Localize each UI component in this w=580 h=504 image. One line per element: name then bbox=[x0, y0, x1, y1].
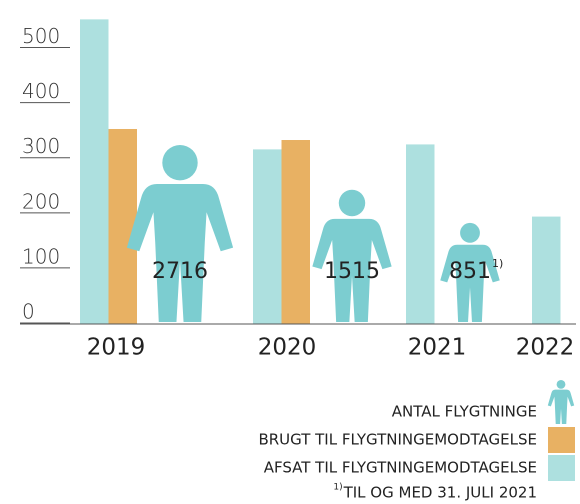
x-tick-label: 2020 bbox=[258, 335, 317, 361]
bar bbox=[108, 128, 137, 324]
x-tick-label: 2022 bbox=[516, 335, 575, 361]
y-tick-label: 100 bbox=[22, 244, 60, 268]
bar bbox=[406, 144, 435, 324]
legend-label: ANTAL FLYGTNINGE bbox=[392, 403, 537, 421]
bar bbox=[281, 140, 310, 324]
people-count: 2716 bbox=[152, 259, 208, 284]
y-tick-label: 300 bbox=[22, 134, 60, 158]
y-tick-label: 0 bbox=[22, 300, 35, 324]
footnote-marker: 1) bbox=[333, 483, 342, 493]
y-tick-label: 200 bbox=[22, 189, 60, 213]
y-tick-label: 500 bbox=[22, 24, 60, 48]
legend-label: AFSAT TIL FLYGTNINGEMODTAGELSE bbox=[264, 459, 537, 477]
person-head bbox=[556, 380, 566, 389]
legend-swatch bbox=[548, 427, 575, 453]
legend-label: BRUGT TIL FLYGTNINGEMODTAGELSE bbox=[258, 431, 537, 449]
people-count: 1515 bbox=[324, 259, 380, 284]
bar bbox=[253, 149, 282, 324]
person-body bbox=[312, 218, 392, 322]
bar bbox=[80, 19, 109, 325]
person-head bbox=[338, 189, 366, 217]
y-tick-label: 400 bbox=[22, 79, 60, 103]
x-tick-label: 2019 bbox=[87, 335, 146, 361]
person-icon bbox=[126, 145, 234, 322]
person-body bbox=[440, 244, 500, 322]
person-body bbox=[547, 389, 575, 424]
person-icon bbox=[440, 222, 500, 322]
bar bbox=[532, 216, 561, 324]
legend-swatch bbox=[548, 455, 575, 481]
x-tick-label: 2021 bbox=[408, 335, 467, 361]
person-body bbox=[126, 183, 234, 322]
person-icon bbox=[547, 380, 575, 424]
footnote-marker: 1) bbox=[492, 257, 503, 270]
person-icon bbox=[312, 189, 392, 322]
person-head bbox=[162, 145, 198, 181]
footnote: TIL OG MED 31. JULI 2021 bbox=[343, 484, 537, 502]
people-count: 851 bbox=[449, 259, 491, 284]
person-head bbox=[460, 222, 480, 243]
